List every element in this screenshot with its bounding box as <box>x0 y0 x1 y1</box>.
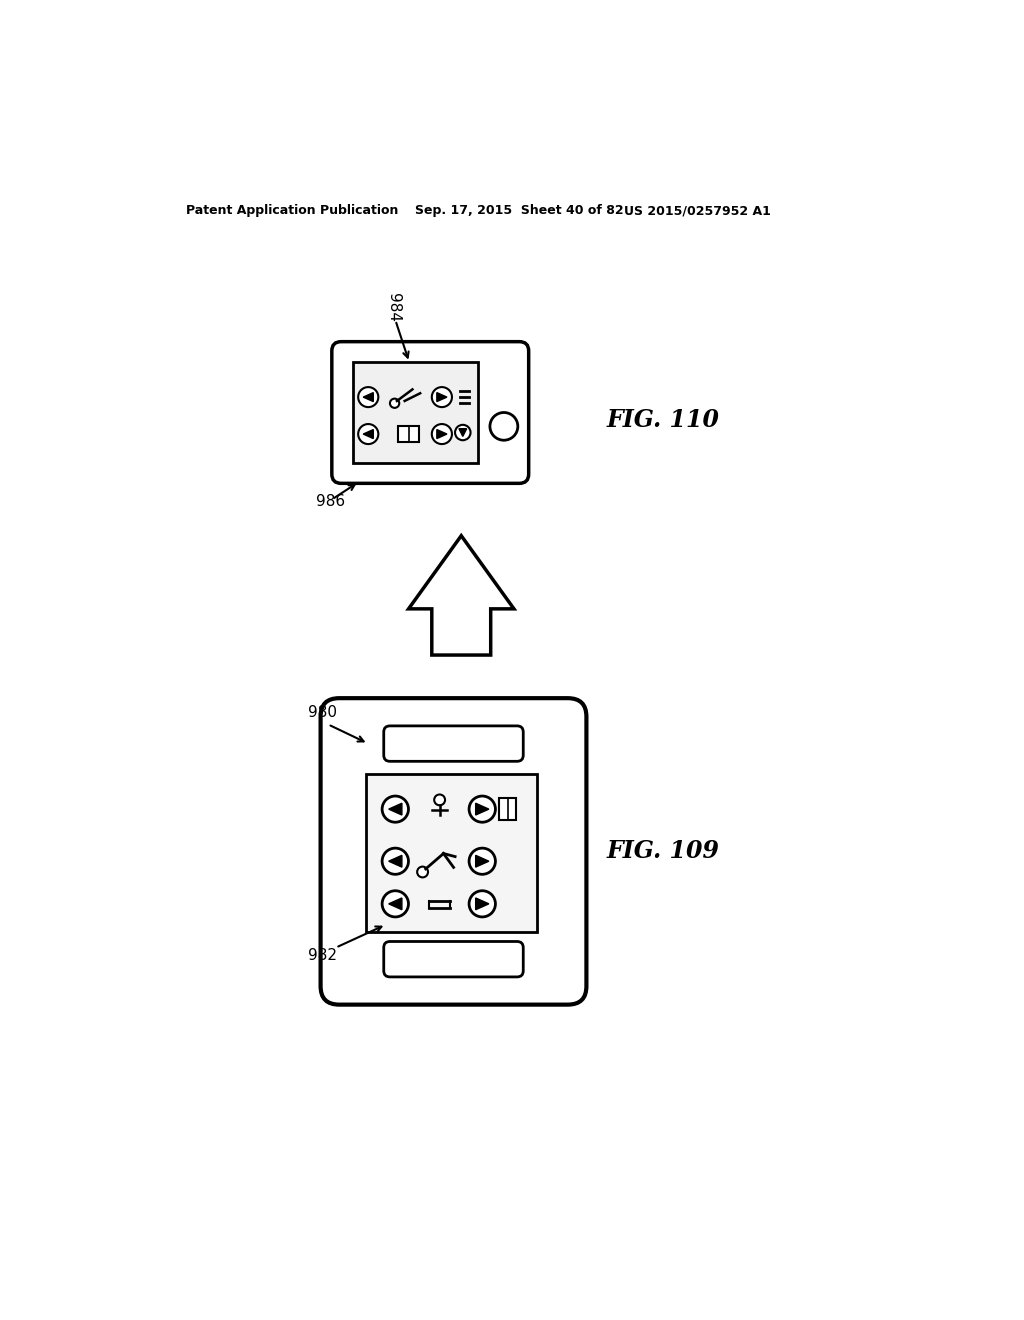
Text: Sep. 17, 2015  Sheet 40 of 82: Sep. 17, 2015 Sheet 40 of 82 <box>415 205 624 218</box>
Polygon shape <box>459 429 467 437</box>
Polygon shape <box>437 392 446 401</box>
FancyBboxPatch shape <box>384 726 523 762</box>
Circle shape <box>432 424 452 444</box>
Circle shape <box>417 867 428 878</box>
Polygon shape <box>389 855 401 867</box>
Text: 984: 984 <box>386 293 400 322</box>
Polygon shape <box>364 429 374 438</box>
FancyBboxPatch shape <box>321 698 587 1005</box>
Circle shape <box>469 796 496 822</box>
Polygon shape <box>476 804 488 814</box>
Circle shape <box>358 387 378 407</box>
FancyBboxPatch shape <box>352 363 478 462</box>
Circle shape <box>489 413 518 441</box>
Polygon shape <box>476 855 488 867</box>
Circle shape <box>358 424 378 444</box>
FancyBboxPatch shape <box>332 342 528 483</box>
Circle shape <box>382 849 409 874</box>
Circle shape <box>469 849 496 874</box>
Circle shape <box>382 891 409 917</box>
Text: 980: 980 <box>308 705 337 721</box>
FancyBboxPatch shape <box>500 799 516 820</box>
Circle shape <box>434 795 445 805</box>
Text: US 2015/0257952 A1: US 2015/0257952 A1 <box>624 205 771 218</box>
Circle shape <box>382 796 409 822</box>
FancyBboxPatch shape <box>397 426 420 442</box>
Text: FIG. 110: FIG. 110 <box>607 408 720 432</box>
Polygon shape <box>364 392 374 401</box>
Polygon shape <box>409 536 514 655</box>
Text: Patent Application Publication: Patent Application Publication <box>186 205 398 218</box>
FancyBboxPatch shape <box>384 941 523 977</box>
Text: 986: 986 <box>316 494 345 508</box>
FancyBboxPatch shape <box>367 775 537 932</box>
Text: FIG. 109: FIG. 109 <box>607 840 720 863</box>
Circle shape <box>432 387 452 407</box>
Circle shape <box>455 425 471 441</box>
Circle shape <box>469 891 496 917</box>
Polygon shape <box>389 804 401 814</box>
Circle shape <box>390 399 399 408</box>
Text: 982: 982 <box>308 948 337 962</box>
Polygon shape <box>437 429 446 438</box>
Polygon shape <box>389 898 401 909</box>
Polygon shape <box>476 898 488 909</box>
